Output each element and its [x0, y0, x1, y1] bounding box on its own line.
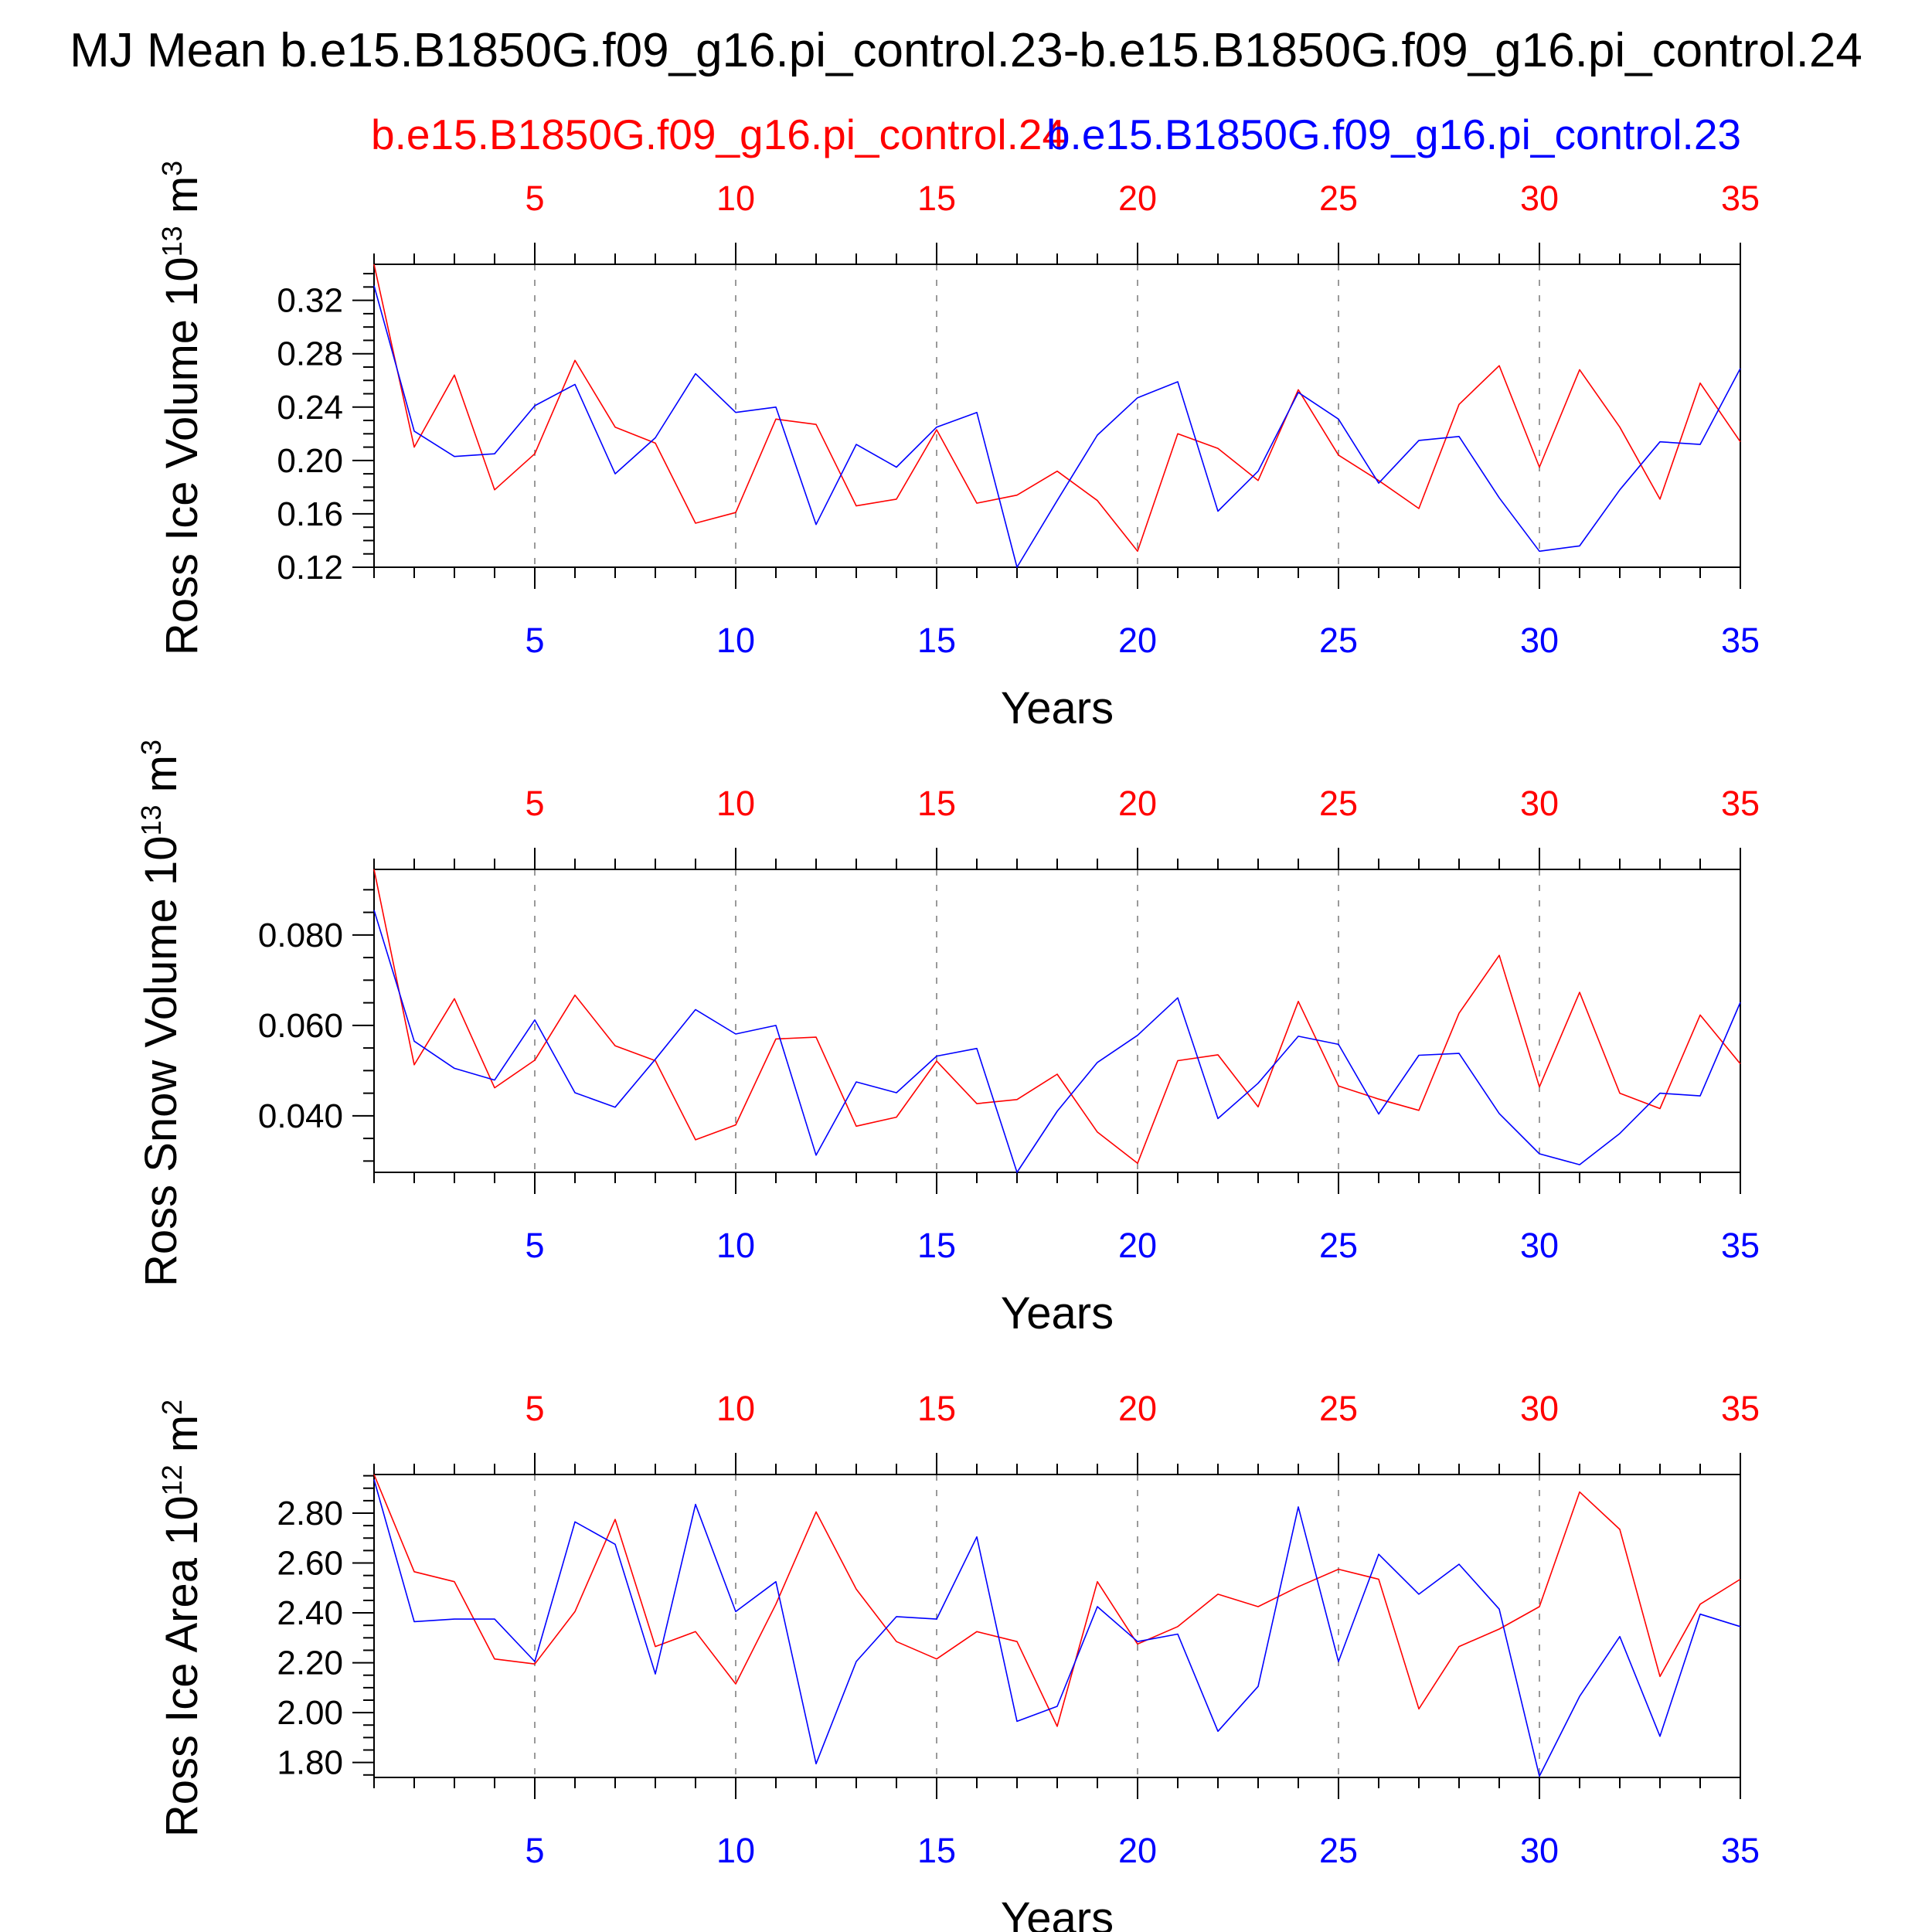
x-tick-label-bottom: 30 [1520, 1831, 1559, 1870]
chart-panels: 5 5 10 10 15 15 20 20 25 25 30 30 35 35 0.12 0.16 0.20 0.… [135, 161, 1760, 1932]
x-tick-label-bottom: 15 [917, 1831, 956, 1870]
x-tick-label-top: 30 [1520, 1389, 1559, 1428]
legend-blue-label: b.e15.B1850G.f09_g16.pi_control.23 [1046, 111, 1741, 158]
x-tick-label-bottom: 35 [1721, 1831, 1760, 1870]
x-tick-label-top: 20 [1118, 179, 1157, 218]
x-tick-label-top: 20 [1118, 784, 1157, 823]
y-axis-title: Ross Ice Area 1012 m2 [156, 1400, 208, 1837]
x-tick-label-bottom: 20 [1118, 1226, 1157, 1265]
y-tick-label: 2.40 [277, 1594, 343, 1632]
x-tick-label-bottom: 30 [1520, 1226, 1559, 1265]
series-line-blue [373, 910, 1741, 1173]
plot-frame [373, 1474, 1741, 1778]
chart-panel-2: 5 5 10 10 15 15 20 20 25 25 30 30 35 35 0.040 0.060 0.08… [135, 740, 1760, 1338]
x-tick-label-top: 5 [525, 1389, 544, 1428]
x-tick-label-bottom: 35 [1721, 1226, 1760, 1265]
y-tick-label: 0.16 [277, 495, 343, 533]
series-line-red [373, 264, 1741, 553]
x-tick-label-bottom: 15 [917, 1226, 956, 1265]
x-tick-label-bottom: 10 [716, 621, 755, 660]
x-tick-label-bottom: 5 [525, 1831, 544, 1870]
x-tick-label-bottom: 25 [1319, 621, 1358, 660]
x-tick-label-top: 35 [1721, 784, 1760, 823]
y-tick-label: 0.060 [258, 1007, 343, 1045]
x-tick-label-top: 5 [525, 784, 544, 823]
series-line-red [373, 869, 1741, 1165]
x-tick-label-bottom: 5 [525, 1226, 544, 1265]
x-tick-label-top: 15 [917, 1389, 956, 1428]
x-tick-label-top: 10 [716, 179, 755, 218]
x-tick-label-top: 15 [917, 784, 956, 823]
y-tick-label: 0.28 [277, 335, 343, 373]
x-tick-label-top: 10 [716, 784, 755, 823]
y-axis-title: Ross Snow Volume 1013 m3 [135, 740, 187, 1287]
x-tick-label-top: 35 [1721, 1389, 1760, 1428]
plot-frame [373, 264, 1741, 568]
y-tick-label: 2.60 [277, 1545, 343, 1583]
y-tick-label: 0.32 [277, 282, 343, 320]
legend-red-label: b.e15.B1850G.f09_g16.pi_control.24 [371, 111, 1066, 158]
chart-panel-3: 5 5 10 10 15 15 20 20 25 25 30 30 35 35 1.80 2.00 2.20 2.… [156, 1389, 1760, 1932]
y-tick-label: 2.80 [277, 1495, 343, 1532]
x-tick-label-bottom: 5 [525, 621, 544, 660]
y-axis-title: Ross Ice Volume 1013 m3 [156, 161, 208, 655]
x-tick-label-top: 35 [1721, 179, 1760, 218]
x-tick-label-top: 30 [1520, 784, 1559, 823]
x-tick-label-top: 25 [1319, 784, 1358, 823]
x-tick-label-top: 25 [1319, 1389, 1358, 1428]
x-tick-label-bottom: 30 [1520, 621, 1559, 660]
x-tick-label-bottom: 10 [716, 1226, 755, 1265]
plot-frame [373, 869, 1741, 1173]
x-axis-title: Years [1001, 683, 1114, 733]
x-tick-label-bottom: 10 [716, 1831, 755, 1870]
y-tick-label: 0.080 [258, 917, 343, 954]
y-tick-label: 0.20 [277, 442, 343, 480]
y-tick-label: 0.040 [258, 1097, 343, 1135]
y-tick-label: 2.00 [277, 1694, 343, 1732]
series-line-red [373, 1474, 1741, 1727]
x-tick-label-top: 30 [1520, 179, 1559, 218]
figure-title: MJ Mean b.e15.B1850G.f09_g16.pi_control.… [70, 24, 1862, 77]
x-tick-label-top: 5 [525, 179, 544, 218]
y-tick-label: 0.12 [277, 549, 343, 587]
y-tick-label: 1.80 [277, 1744, 343, 1782]
x-tick-label-bottom: 35 [1721, 621, 1760, 660]
x-tick-label-bottom: 20 [1118, 621, 1157, 660]
x-tick-label-bottom: 25 [1319, 1831, 1358, 1870]
series-line-blue [373, 285, 1741, 568]
x-tick-label-top: 25 [1319, 179, 1358, 218]
series-line-blue [373, 1479, 1741, 1777]
x-tick-label-top: 15 [917, 179, 956, 218]
x-tick-label-bottom: 20 [1118, 1831, 1157, 1870]
x-axis-title: Years [1001, 1288, 1114, 1338]
y-tick-label: 2.20 [277, 1645, 343, 1682]
x-tick-label-bottom: 15 [917, 621, 956, 660]
x-axis-title: Years [1001, 1893, 1114, 1932]
y-tick-label: 0.24 [277, 389, 343, 427]
x-tick-label-top: 20 [1118, 1389, 1157, 1428]
x-tick-label-bottom: 25 [1319, 1226, 1358, 1265]
chart-panel-1: 5 5 10 10 15 15 20 20 25 25 30 30 35 35 0.12 0.16 0.20 0.… [156, 161, 1760, 733]
x-tick-label-top: 10 [716, 1389, 755, 1428]
